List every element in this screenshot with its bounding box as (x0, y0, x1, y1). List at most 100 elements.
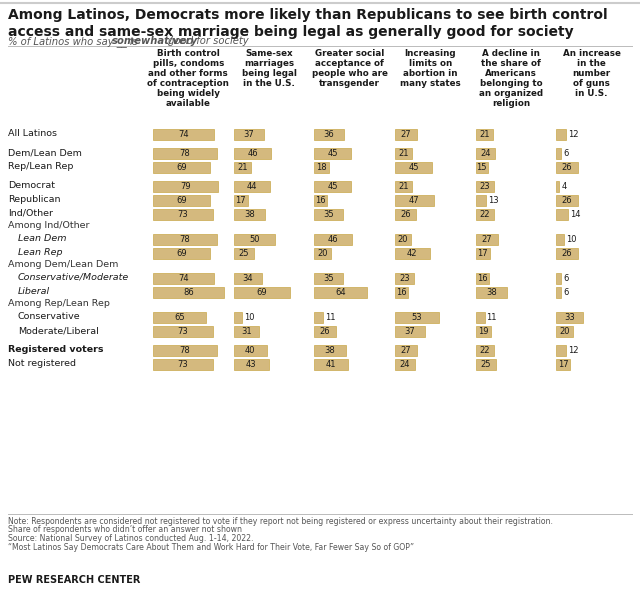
Bar (314, 162, 329, 173)
Text: Increasing
limits on
abortion in
many states: Increasing limits on abortion in many st… (400, 49, 461, 88)
Bar (234, 195, 248, 206)
Bar (153, 148, 217, 158)
Text: 21: 21 (237, 163, 248, 172)
Bar (153, 326, 213, 336)
Text: 6: 6 (563, 274, 568, 283)
Bar (153, 312, 207, 323)
Bar (476, 129, 493, 140)
Text: 10: 10 (244, 313, 254, 322)
Bar (476, 162, 488, 173)
Bar (556, 209, 568, 220)
Bar (395, 195, 434, 206)
Text: Birth control
pills, condoms
and other forms
of contraception
being widely
avail: Birth control pills, condoms and other f… (147, 49, 229, 108)
Text: 31: 31 (241, 327, 252, 336)
Bar (395, 312, 438, 323)
Bar (234, 129, 264, 140)
Text: 23: 23 (399, 274, 410, 283)
Text: 46: 46 (328, 235, 339, 244)
Bar (476, 209, 493, 220)
Bar (395, 162, 432, 173)
Bar (395, 326, 426, 336)
Text: 42: 42 (407, 249, 417, 258)
Text: Same-sex
marriages
being legal
in the U.S.: Same-sex marriages being legal in the U.… (241, 49, 296, 88)
Bar (153, 162, 210, 173)
Text: Dem/Lean Dem: Dem/Lean Dem (8, 148, 82, 157)
Text: Not registered: Not registered (8, 359, 76, 368)
Text: 41: 41 (326, 360, 337, 369)
Bar (556, 234, 564, 244)
Text: 16: 16 (396, 288, 407, 297)
Bar (234, 209, 265, 220)
Text: 69: 69 (176, 163, 187, 172)
Bar (314, 359, 348, 369)
Text: Conservative/Moderate: Conservative/Moderate (18, 273, 129, 282)
Text: 10: 10 (566, 235, 577, 244)
Bar (476, 195, 486, 206)
Bar (234, 312, 242, 323)
Bar (234, 287, 291, 297)
Text: 64: 64 (335, 288, 346, 297)
Text: 65: 65 (174, 313, 185, 322)
Text: Registered voters: Registered voters (8, 345, 104, 354)
Bar (395, 209, 416, 220)
Text: 38: 38 (324, 346, 335, 355)
Text: 12: 12 (568, 130, 579, 139)
Text: Among Latinos, Democrats more likely than Republicans to see birth control
acces: Among Latinos, Democrats more likely tha… (8, 8, 607, 39)
Text: Conservative: Conservative (18, 312, 81, 321)
Bar (314, 181, 351, 191)
Text: 69: 69 (176, 249, 187, 258)
Text: 35: 35 (323, 210, 334, 219)
Bar (234, 345, 266, 356)
Text: 26: 26 (561, 163, 572, 172)
Bar (153, 181, 218, 191)
Text: 26: 26 (561, 249, 572, 258)
Bar (395, 129, 417, 140)
Bar (556, 181, 559, 191)
Bar (395, 248, 429, 259)
Bar (476, 273, 489, 283)
Text: 21: 21 (398, 149, 409, 158)
Bar (556, 148, 561, 158)
Bar (234, 273, 262, 283)
Bar (476, 312, 484, 323)
Text: 6: 6 (563, 288, 568, 297)
Bar (556, 162, 578, 173)
Bar (314, 345, 346, 356)
Bar (314, 148, 351, 158)
Text: 69: 69 (257, 288, 268, 297)
Bar (314, 248, 331, 259)
Text: 74: 74 (178, 274, 189, 283)
Bar (234, 234, 275, 244)
Bar (476, 181, 495, 191)
Text: Ind/Other: Ind/Other (8, 209, 53, 218)
Bar (476, 234, 498, 244)
Text: 17: 17 (236, 196, 246, 205)
Text: An increase
in the
number
of guns
in U.S.: An increase in the number of guns in U.S… (563, 49, 621, 98)
Text: 24: 24 (480, 149, 491, 158)
Text: 22: 22 (479, 346, 490, 355)
Bar (556, 195, 578, 206)
Bar (395, 148, 412, 158)
Text: 21: 21 (398, 182, 409, 191)
Text: Among Ind/Other: Among Ind/Other (8, 221, 90, 230)
Bar (314, 273, 343, 283)
Bar (234, 162, 251, 173)
Bar (153, 248, 210, 259)
Text: 26: 26 (561, 196, 572, 205)
Text: 27: 27 (401, 346, 412, 355)
Text: Note: Respondents are considered not registered to vote if they report not being: Note: Respondents are considered not reg… (8, 517, 553, 526)
Text: 26: 26 (319, 327, 330, 336)
Text: 50: 50 (249, 235, 259, 244)
Bar (314, 129, 344, 140)
Text: 20: 20 (559, 327, 570, 336)
Text: 78: 78 (180, 149, 191, 158)
Text: 13: 13 (488, 196, 499, 205)
Text: 73: 73 (177, 210, 188, 219)
Bar (153, 359, 213, 369)
Text: 6: 6 (563, 149, 568, 158)
Text: 45: 45 (328, 182, 338, 191)
Bar (153, 234, 217, 244)
Text: 22: 22 (479, 210, 490, 219)
Text: 20: 20 (398, 235, 408, 244)
Text: 43: 43 (246, 360, 257, 369)
